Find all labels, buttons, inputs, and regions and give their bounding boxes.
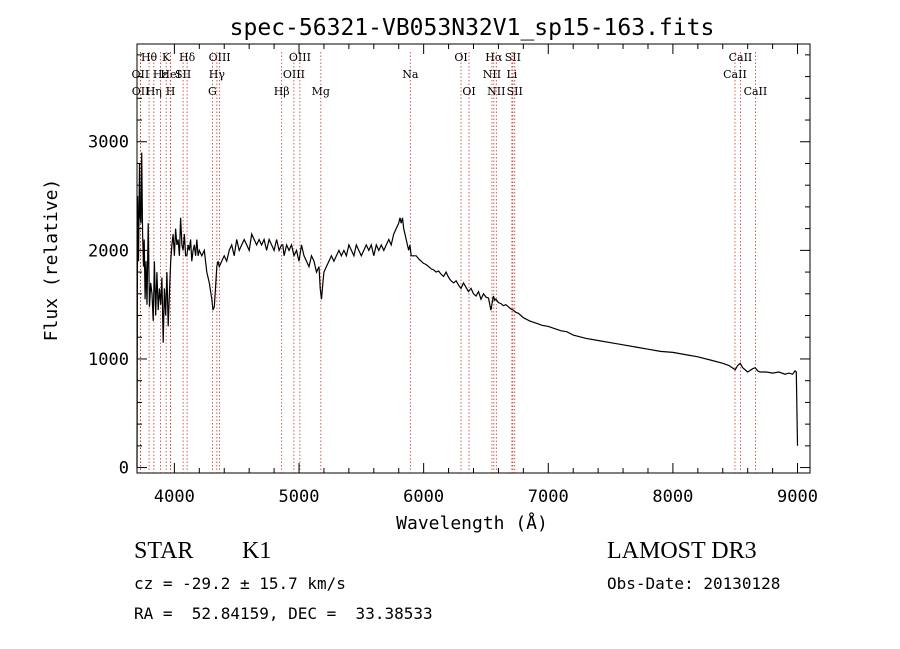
- coordinates: RA = 52.84159, DEC = 33.38533: [134, 604, 433, 623]
- x-axis-label: Wavelength (Å): [396, 512, 548, 534]
- y-axis-label: Flux (relative): [41, 179, 62, 342]
- line-marker-label: Hε: [153, 68, 169, 81]
- object-subclass: K1: [242, 538, 272, 564]
- line-marker-label: Li: [506, 68, 517, 81]
- line-marker-label: SII: [505, 51, 521, 64]
- line-marker-label: K: [162, 51, 171, 64]
- line-marker-label: Hθ: [141, 51, 158, 64]
- spectrum-line: [136, 152, 799, 468]
- line-marker-label: OI: [462, 85, 475, 98]
- y-tick-label: 3000: [88, 133, 129, 153]
- line-marker-label: SII: [507, 85, 523, 98]
- line-marker-label: G: [208, 85, 217, 98]
- obs-date: Obs-Date: 20130128: [607, 574, 781, 593]
- line-marker-label: Hδ: [179, 51, 196, 64]
- line-marker-label: CaII: [744, 85, 768, 98]
- x-tick-label: 4000: [154, 487, 195, 507]
- survey-name: LAMOST DR3: [607, 538, 757, 564]
- line-marker-label: Na: [402, 68, 419, 81]
- object-class: STAR: [134, 538, 194, 564]
- axis-ticks: [137, 44, 810, 473]
- line-marker-label: H: [166, 85, 176, 98]
- axis-tick-labels: 4000 5000 6000 7000 8000 9000 0 1000 2000 3000: [88, 133, 818, 507]
- y-tick-label: 1000: [88, 350, 129, 370]
- x-tick-label: 9000: [777, 487, 818, 507]
- line-marker-label: OII: [132, 85, 150, 98]
- chart-title: spec-56321-VB053N32V1_sp15-163.fits: [230, 15, 715, 41]
- line-marker-label: Hγ: [209, 68, 226, 81]
- line-marker-label: OI: [454, 51, 467, 64]
- line-marker-label: Hβ: [274, 85, 290, 98]
- line-marker-label: SII: [175, 68, 191, 81]
- y-tick-label: 0: [119, 459, 129, 479]
- line-marker-label: Hη: [146, 85, 162, 98]
- line-marker-label: NII: [487, 85, 505, 98]
- x-tick-label: 7000: [528, 487, 569, 507]
- y-tick-label: 2000: [88, 241, 129, 261]
- line-marker-label: CaII: [729, 51, 753, 64]
- line-marker-label: NII: [483, 68, 501, 81]
- x-tick-label: 8000: [652, 487, 693, 507]
- line-marker-label: Hα: [485, 51, 503, 64]
- x-tick-label: 6000: [403, 487, 444, 507]
- line-marker-label: OIII: [209, 51, 231, 64]
- redshift-readout: cz = -29.2 ± 15.7 km/s: [134, 574, 346, 593]
- line-marker-label: CaII: [723, 68, 747, 81]
- line-marker-label: OIII: [283, 68, 305, 81]
- plot-frame: [136, 43, 811, 474]
- line-marker-label: Mg: [312, 85, 330, 98]
- line-marker-label: OIII: [289, 51, 311, 64]
- x-tick-label: 5000: [279, 487, 320, 507]
